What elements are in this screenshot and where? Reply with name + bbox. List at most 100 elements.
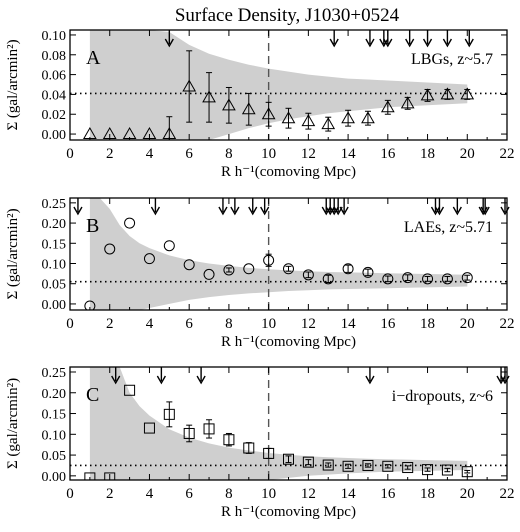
panel-c: 0 2 4 6 8 10 12 14 16 18 20 22 0.00 0.05 0.10 0.15 0.20 0… [5, 366, 515, 520]
x-tick-label: 20 [460, 316, 475, 332]
x-tick-label: 22 [500, 146, 515, 162]
arrow-head [379, 38, 389, 48]
data-point [441, 464, 453, 476]
data-point [402, 272, 414, 284]
x-tick-label: 20 [460, 486, 475, 502]
x-tick-label: 0 [66, 146, 74, 162]
panel-b: 0 2 4 6 8 10 12 14 16 18 20 22 0.00 0.05 0.10 0.15 0.20 0… [5, 197, 515, 350]
arrow-head [500, 375, 510, 385]
x-tick-label: 18 [420, 146, 435, 162]
arrow-head [329, 38, 339, 48]
y-tick-label: 0.05 [42, 449, 67, 464]
arrow-head [230, 206, 240, 216]
x-axis-label: R h⁻¹(comoving Mpc) [221, 334, 356, 350]
data-point [104, 472, 116, 480]
data-point [222, 98, 236, 111]
data-point [241, 102, 256, 115]
data-point [422, 273, 434, 285]
data-point [460, 87, 475, 100]
y-tick-label: 0.00 [42, 470, 67, 485]
y-tick-label: 0.10 [42, 29, 67, 44]
x-tick-label: 16 [380, 146, 396, 162]
data-point [163, 408, 175, 420]
data-point [263, 254, 275, 266]
arrow-head [422, 38, 433, 48]
y-tick-label: 0.10 [42, 428, 67, 443]
arrow-head [480, 206, 490, 216]
arrow-head [248, 206, 258, 216]
data-point [342, 263, 354, 275]
data-point [380, 100, 395, 113]
x-tick-label: 12 [301, 316, 316, 332]
y-tick-label: 0.00 [42, 128, 67, 143]
confidence-band [89, 367, 468, 480]
y-tick-label: 0.02 [42, 108, 67, 123]
x-tick-label: 8 [225, 316, 233, 332]
arrow-head [496, 375, 506, 385]
panel-letter: A [86, 47, 101, 69]
x-tick-label: 4 [146, 486, 154, 502]
data-point [402, 462, 414, 474]
data-point [400, 96, 415, 109]
data-point [382, 273, 394, 285]
arrow-head [339, 206, 349, 216]
x-axis-label: R h⁻¹(comoving Mpc) [221, 164, 356, 180]
confidence-band [89, 30, 468, 140]
data-point [104, 243, 116, 255]
data-point [362, 266, 374, 278]
arrow-head [500, 206, 510, 216]
y-tick-label: 0.20 [42, 387, 67, 402]
x-tick-label: 6 [185, 146, 193, 162]
x-tick-label: 4 [146, 316, 154, 332]
y-tick-label: 0.15 [42, 237, 67, 252]
data-point [362, 459, 374, 471]
data-point [301, 114, 316, 127]
data-point [281, 111, 296, 124]
data-point [441, 273, 453, 285]
arrow-head [442, 38, 453, 48]
x-tick-label: 18 [420, 486, 435, 502]
x-tick-label: 2 [106, 316, 114, 332]
data-point [143, 422, 155, 434]
data-point [202, 90, 216, 103]
arrow-head [383, 38, 393, 48]
arrow-head [150, 206, 161, 216]
data-point [163, 240, 175, 252]
panel-annotation: LBGs, z~5.7 [411, 51, 493, 68]
x-tick-label: 14 [341, 486, 357, 502]
arrow-head [321, 206, 331, 216]
x-tick-label: 14 [341, 316, 357, 332]
x-tick-label: 22 [500, 486, 515, 502]
data-point [124, 217, 136, 229]
x-tick-label: 6 [185, 486, 193, 502]
arrow-head [329, 206, 339, 216]
data-point [84, 300, 96, 310]
x-tick-label: 10 [261, 316, 276, 332]
y-tick-label: 0.20 [42, 217, 67, 232]
y-axis-label: Σ (gal/arcmin²) [5, 208, 21, 299]
data-point [382, 460, 394, 472]
data-point [243, 263, 255, 275]
x-tick-label: 8 [225, 146, 233, 162]
x-tick-label: 2 [106, 146, 114, 162]
arrow-head [325, 206, 335, 216]
arrow-head [405, 38, 415, 48]
arrow-head [452, 206, 462, 216]
data-point [183, 427, 195, 439]
arrow-head [434, 206, 445, 216]
data-point [440, 87, 455, 100]
arrow-head [156, 375, 166, 385]
arrow-head [260, 206, 270, 216]
arrow-head [464, 38, 474, 48]
y-tick-label: 0.15 [42, 408, 67, 423]
x-tick-label: 0 [66, 316, 74, 332]
data-point [461, 272, 473, 284]
data-point [223, 264, 235, 276]
data-point [322, 273, 334, 285]
x-tick-label: 6 [185, 316, 193, 332]
y-tick-label: 0.25 [42, 197, 67, 212]
arrow-head [218, 206, 228, 216]
data-point [321, 117, 336, 130]
x-tick-label: 16 [380, 486, 396, 502]
